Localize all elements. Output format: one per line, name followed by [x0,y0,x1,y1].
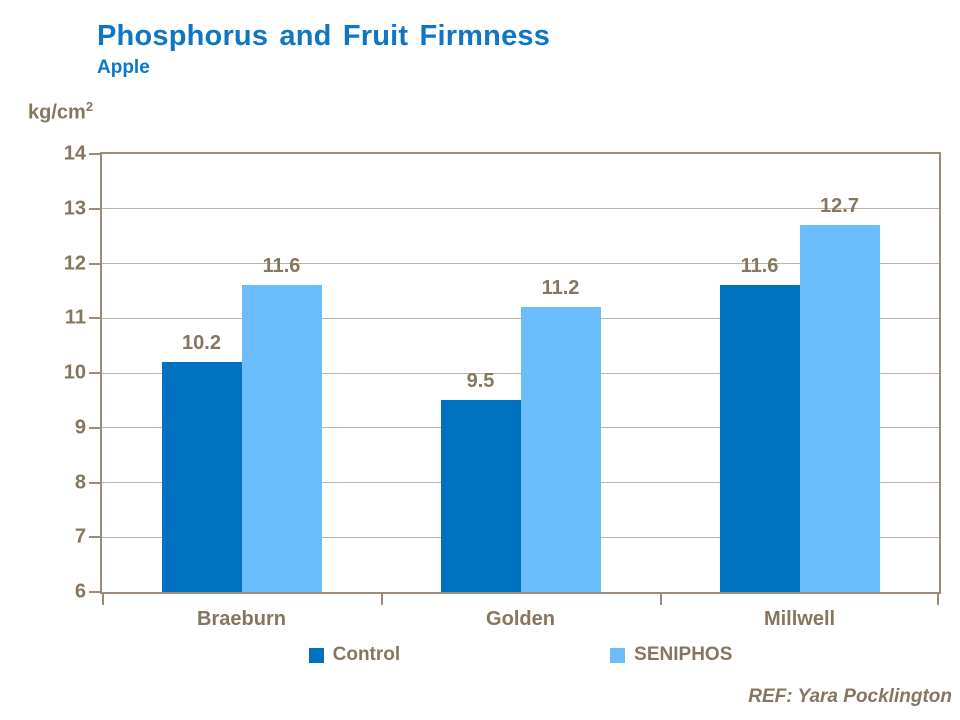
x-axis-tick [660,594,662,605]
y-axis-tick-label: 12 [63,252,86,274]
control-swatch-icon [308,647,324,663]
category-label: Millwell [763,608,836,630]
bar-seniphos-braeburn [241,285,322,592]
y-axis-tick [89,153,100,155]
y-axis-tick-label: 11 [64,306,86,329]
legend-item-control: Control [308,644,401,666]
y-axis-unit-label: kg/cm2 [28,99,93,125]
y-axis-tick-label: 7 [74,525,86,548]
y-axis-tick [89,536,100,539]
chart-title: Phosphorus and Fruit Firmness [97,20,551,52]
legend-item-seniphos: SENIPHOS [610,644,732,666]
gridline [102,263,939,264]
bar-seniphos-millwell [799,225,880,592]
value-label: 11.6 [740,255,779,278]
value-label: 12.7 [820,195,859,218]
value-label: 9.5 [466,370,495,393]
unit-base: kg/cm [28,101,86,124]
value-label: 11.6 [262,255,301,278]
value-label: 11.2 [541,277,580,300]
gridline [102,208,939,210]
legend-label-control: Control [332,644,401,665]
chart-subtitle: Apple [97,57,150,78]
x-axis-tick [102,594,104,605]
seniphos-swatch-icon [610,647,626,663]
y-axis-tick-label: 13 [63,197,86,220]
bar-seniphos-golden [520,307,601,592]
y-axis-tick [89,207,100,210]
y-axis-tick [89,481,100,484]
unit-exponent: 2 [85,99,94,114]
x-axis-tick [381,594,383,605]
bar-control-braeburn [161,362,242,592]
y-axis-tick [89,591,100,593]
y-axis-tick [89,426,100,429]
y-axis-tick-label: 9 [74,416,86,439]
legend-label-seniphos: SENIPHOS [634,644,733,665]
x-axis-tick [937,594,939,605]
bar-control-millwell [719,285,800,592]
category-label: Golden [486,608,555,630]
y-axis-tick-label: 8 [74,471,86,493]
y-axis-tick [89,372,100,374]
y-axis-tick [89,262,100,265]
reference-text: REF: Yara Pocklington [748,686,952,707]
y-axis-tick-label: 6 [74,580,86,603]
plot-area: 6 7 8 9 10 11 12 13 14 10.2 11.6 Braeburn 9.5 11.2 Gol… [64,143,941,630]
y-axis-tick-label: 14 [63,142,86,165]
legend: Control SENIPHOS [100,644,941,666]
bar-control-golden [440,400,521,592]
y-axis-tick-label: 10 [63,361,86,384]
y-axis-tick [89,317,100,320]
category-label: Braeburn [197,608,286,630]
value-label: 10.2 [182,332,221,355]
